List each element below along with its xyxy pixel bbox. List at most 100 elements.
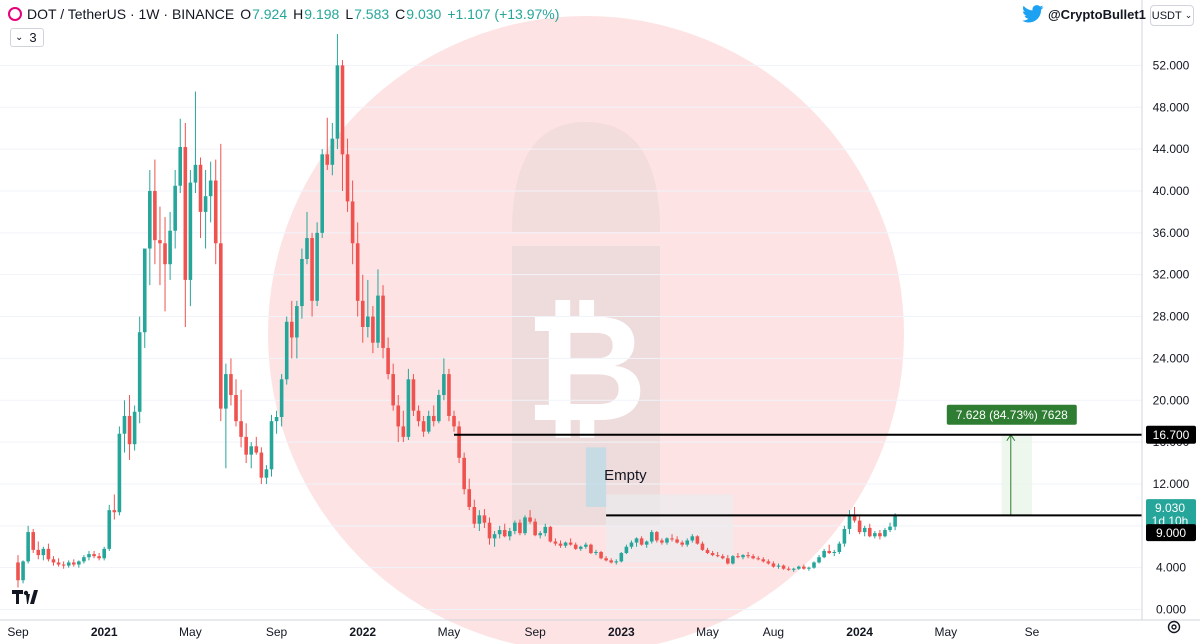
candle-body [366,316,370,327]
resistance-price-tag [1146,425,1196,444]
candle-body [528,517,532,522]
candle-body [893,515,897,527]
tradingview-logo-icon[interactable] [12,590,40,606]
candle [502,523,507,538]
candle [259,447,264,484]
candle-body [867,527,872,537]
symbol-line[interactable]: DOT / TetherUS · 1W · BINANCE [27,6,235,22]
candle [340,60,345,191]
candle [523,515,527,536]
candle-body [736,556,740,558]
candle [553,538,558,546]
candle-body [127,415,132,445]
candle [330,122,335,176]
candle-body [360,300,365,327]
candle [715,551,720,558]
candle [183,122,188,327]
price-axis[interactable]: 0.0004.0008.00012.00016.00020.00024.0002… [0,0,1200,621]
candle-body [77,561,81,565]
candle [573,542,578,550]
candle-body [791,568,796,570]
candle [198,157,203,239]
candle [888,522,892,533]
candle-body [406,379,411,437]
candle [771,561,776,568]
x-tick-label: May [934,625,957,639]
candle [629,540,634,549]
chevron-down-icon: ⌄ [15,32,24,43]
candle [548,525,553,543]
candle-body [16,562,20,581]
candle [802,564,806,570]
candle [51,556,56,566]
symbol-header: DOT / TetherUS · 1W · BINANCE O 7.924 H 9.… [8,6,559,22]
candle-body [751,556,755,559]
x-tick-label: Se [1025,625,1040,639]
candle [416,405,421,427]
candle [239,389,243,448]
currency-button[interactable]: USDT ⌄ [1150,5,1194,26]
candle [741,554,745,560]
candle [289,300,294,359]
candle [685,538,690,547]
candle [568,538,573,546]
candle-body [66,562,71,566]
candle-body [482,515,487,523]
candle [376,269,380,348]
candle-body [325,154,330,165]
candle-body [558,543,563,546]
candle [614,559,619,565]
time-axis[interactable]: Sep 2021 May Sep 2022 May Sep 2023 May Aug 2024 May… [7,625,1039,639]
horizontal-levels[interactable] [454,433,1142,517]
candle-body [731,556,735,564]
candle-body [680,542,684,545]
candle [26,525,30,564]
candle [558,540,563,548]
candle-body [148,190,152,249]
candle [163,217,167,312]
candle-body [71,562,76,565]
candle-body [761,559,766,562]
candle-body [396,405,401,427]
candle-body [442,374,446,396]
candle [584,542,588,549]
candle [107,504,112,551]
candle [497,525,502,539]
candle-body [310,238,314,301]
candle-body [381,295,385,348]
candle-body [289,321,294,338]
gear-icon[interactable] [1166,619,1182,635]
candle-body [462,457,466,490]
candle-body [715,555,720,557]
candle [791,567,796,572]
candle-body [350,201,355,244]
candle [66,560,71,568]
candle [705,547,710,555]
candle-body [122,415,127,434]
y-tick-label: 12.000 [1153,477,1190,491]
candle-body [335,65,340,139]
candle-body [244,436,248,455]
candle-body [203,196,208,212]
candle-body [421,421,426,432]
y-tick-label: 48.000 [1153,100,1190,114]
support-price-label: 9.000 [1156,526,1186,540]
y-tick-label: 4.000 [1156,561,1186,575]
indicators-toggle[interactable]: ⌄ 3 [10,28,44,47]
watermark-handle: @CryptoBullet1 [1048,6,1146,22]
candle-body [802,566,806,569]
high-value: 9.198 [304,6,340,22]
high-key: H [293,6,304,22]
candle-body [472,506,477,524]
candle-body [158,240,162,244]
candle-body [675,539,679,543]
x-tick-label: May [438,625,461,639]
candle [507,527,512,541]
candle-body [87,554,91,558]
y-tick-label: 24.000 [1153,351,1190,365]
candle-body [842,528,847,544]
candle-body [710,553,715,556]
candle [533,518,537,537]
candle [447,368,451,422]
